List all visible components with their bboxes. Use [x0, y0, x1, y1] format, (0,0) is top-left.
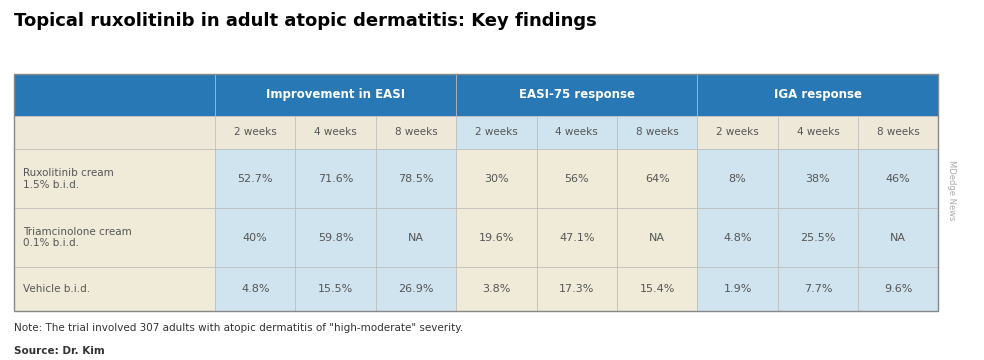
- Bar: [14, 116, 215, 149]
- Bar: [457, 149, 536, 208]
- Bar: [858, 208, 939, 267]
- Text: NA: NA: [649, 233, 665, 243]
- Bar: [777, 267, 858, 311]
- Text: EASI-75 response: EASI-75 response: [519, 89, 635, 102]
- Text: 17.3%: 17.3%: [559, 284, 594, 294]
- Text: 56%: 56%: [565, 174, 589, 184]
- Bar: [295, 208, 376, 267]
- Text: 47.1%: 47.1%: [559, 233, 594, 243]
- Text: 1.9%: 1.9%: [723, 284, 752, 294]
- Text: 26.9%: 26.9%: [399, 284, 434, 294]
- Bar: [376, 149, 457, 208]
- Bar: [215, 208, 295, 267]
- Text: 7.7%: 7.7%: [804, 284, 832, 294]
- Text: 59.8%: 59.8%: [318, 233, 353, 243]
- Bar: [536, 149, 617, 208]
- Bar: [617, 267, 698, 311]
- Text: 38%: 38%: [806, 174, 830, 184]
- Bar: [858, 149, 939, 208]
- Text: MDedge News: MDedge News: [947, 159, 955, 220]
- Bar: [777, 149, 858, 208]
- Text: Improvement in EASI: Improvement in EASI: [266, 89, 405, 102]
- Bar: [698, 74, 939, 116]
- Text: 19.6%: 19.6%: [478, 233, 514, 243]
- Text: Vehicle b.i.d.: Vehicle b.i.d.: [23, 284, 91, 294]
- Text: 30%: 30%: [484, 174, 509, 184]
- Text: 52.7%: 52.7%: [237, 174, 273, 184]
- Bar: [295, 149, 376, 208]
- Text: 4 weeks: 4 weeks: [555, 127, 598, 138]
- Bar: [777, 116, 858, 149]
- Text: 2 weeks: 2 weeks: [234, 127, 277, 138]
- Bar: [215, 267, 295, 311]
- Bar: [376, 208, 457, 267]
- Text: 71.6%: 71.6%: [318, 174, 353, 184]
- Bar: [14, 267, 215, 311]
- Text: 3.8%: 3.8%: [482, 284, 511, 294]
- Bar: [457, 208, 536, 267]
- Bar: [698, 208, 777, 267]
- Bar: [376, 116, 457, 149]
- Text: 15.5%: 15.5%: [318, 284, 353, 294]
- Bar: [457, 116, 536, 149]
- Text: Topical ruxolitinib in adult atopic dermatitis: Key findings: Topical ruxolitinib in adult atopic derm…: [14, 12, 597, 30]
- Text: 9.6%: 9.6%: [884, 284, 912, 294]
- Text: 8 weeks: 8 weeks: [395, 127, 438, 138]
- Text: 40%: 40%: [243, 233, 268, 243]
- Bar: [457, 267, 536, 311]
- Bar: [215, 116, 295, 149]
- Text: 46%: 46%: [886, 174, 910, 184]
- Text: 15.4%: 15.4%: [640, 284, 675, 294]
- Bar: [376, 267, 457, 311]
- Bar: [215, 149, 295, 208]
- Bar: [777, 208, 858, 267]
- Text: 64%: 64%: [645, 174, 669, 184]
- Text: Source: Dr. Kim: Source: Dr. Kim: [14, 346, 105, 356]
- Bar: [295, 267, 376, 311]
- Bar: [457, 74, 698, 116]
- Text: 4 weeks: 4 weeks: [796, 127, 839, 138]
- Bar: [14, 149, 215, 208]
- Text: 8 weeks: 8 weeks: [636, 127, 679, 138]
- Text: IGA response: IGA response: [773, 89, 862, 102]
- Bar: [295, 116, 376, 149]
- Text: Ruxolitinib cream
1.5% b.i.d.: Ruxolitinib cream 1.5% b.i.d.: [23, 168, 114, 189]
- Bar: [617, 149, 698, 208]
- Bar: [14, 74, 215, 116]
- Bar: [14, 74, 939, 311]
- Text: NA: NA: [891, 233, 906, 243]
- Text: 78.5%: 78.5%: [399, 174, 434, 184]
- Bar: [536, 116, 617, 149]
- Bar: [698, 116, 777, 149]
- Text: 4 weeks: 4 weeks: [314, 127, 357, 138]
- Text: 8 weeks: 8 weeks: [877, 127, 920, 138]
- Text: 4.8%: 4.8%: [241, 284, 270, 294]
- Text: 8%: 8%: [728, 174, 747, 184]
- Bar: [536, 208, 617, 267]
- Text: 2 weeks: 2 weeks: [716, 127, 759, 138]
- Text: 25.5%: 25.5%: [800, 233, 835, 243]
- Bar: [858, 267, 939, 311]
- Bar: [14, 208, 215, 267]
- Bar: [617, 208, 698, 267]
- Bar: [698, 267, 777, 311]
- Bar: [617, 116, 698, 149]
- Text: Triamcinolone cream
0.1% b.i.d.: Triamcinolone cream 0.1% b.i.d.: [23, 227, 132, 248]
- Text: 2 weeks: 2 weeks: [475, 127, 518, 138]
- Text: 4.8%: 4.8%: [723, 233, 752, 243]
- Text: Note: The trial involved 307 adults with atopic dermatitis of "high-moderate" se: Note: The trial involved 307 adults with…: [14, 323, 463, 333]
- Text: NA: NA: [408, 233, 424, 243]
- Bar: [698, 149, 777, 208]
- Bar: [536, 267, 617, 311]
- Bar: [215, 74, 457, 116]
- Bar: [858, 116, 939, 149]
